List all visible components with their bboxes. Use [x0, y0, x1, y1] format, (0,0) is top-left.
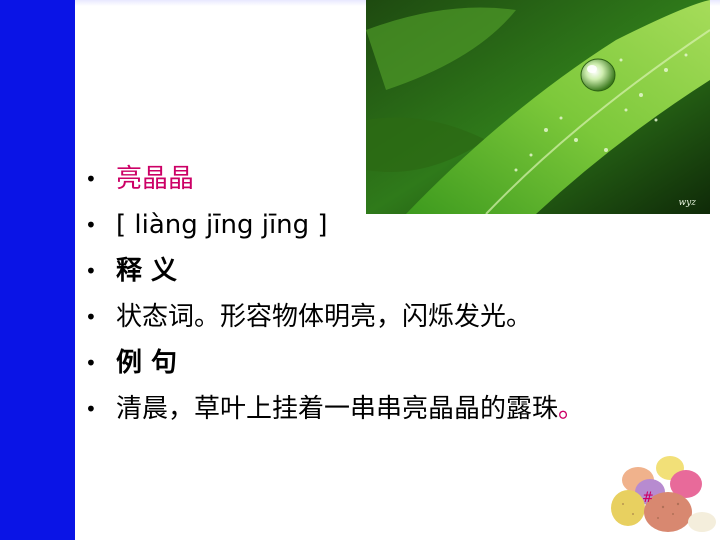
bullet-dot: • [85, 305, 97, 329]
list-item: • 状态词。形容物体明亮，闪烁发光。 [82, 300, 642, 334]
example-label: 例 句 [116, 348, 178, 378]
list-item: • [ liàng jīng jīng ] [82, 208, 642, 242]
left-accent-bar [0, 0, 75, 540]
bullet-dot: • [85, 397, 97, 421]
photo-watermark: wyz [678, 198, 696, 208]
list-item: • 亮晶晶 [82, 162, 642, 196]
leaf-dewdrop-photo: wyz [366, 0, 710, 214]
example-sentence: 清晨，草叶上挂着一串串亮晶晶的露珠 [116, 394, 559, 424]
page-number: # [642, 490, 654, 506]
definition-label: 释 义 [116, 256, 178, 286]
definition-text: 状态词。形容物体明亮，闪烁发光。 [116, 302, 533, 332]
list-item: • 例 句 [82, 346, 642, 380]
bullet-dot: • [85, 167, 97, 191]
list-item: • 清晨，草叶上挂着一串串亮晶晶的露珠。 [82, 392, 642, 426]
bullet-dot: • [85, 259, 97, 283]
easter-eggs-decoration [608, 452, 720, 540]
list-item: • 释 义 [82, 254, 642, 288]
example-sentence-period: 。 [558, 394, 585, 424]
term-heading: 亮晶晶 [116, 164, 195, 194]
bullet-list: • 亮晶晶 • [ liàng jīng jīng ] • 释 义 • 状态词。… [82, 162, 642, 438]
pinyin-text: [ liàng jīng jīng ] [116, 210, 328, 240]
bullet-dot: • [85, 351, 97, 375]
bullet-dot: • [85, 213, 97, 237]
